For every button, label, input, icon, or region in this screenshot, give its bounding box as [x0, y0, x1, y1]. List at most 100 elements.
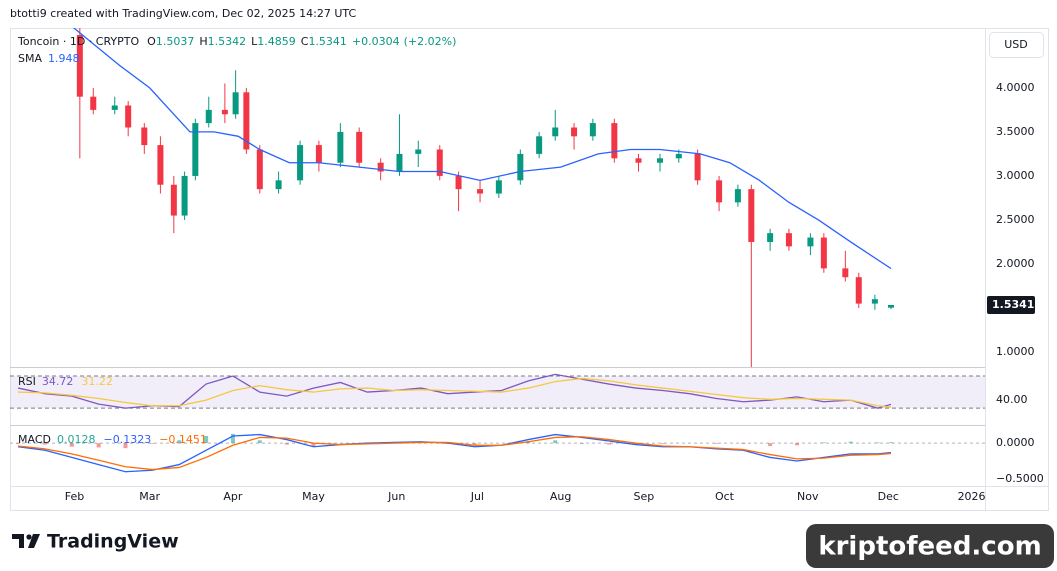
currency-button[interactable]: [989, 32, 1044, 58]
candle-body: [694, 153, 701, 181]
logo-shape: [28, 534, 40, 548]
watermark: kriptofeed.com: [818, 532, 1041, 562]
legend-text: C: [301, 35, 309, 48]
histogram-bar: [606, 443, 611, 445]
y-tick-label: 3.0000: [996, 169, 1035, 182]
legend-text: −0.1323: [103, 433, 151, 446]
histogram-bar: [16, 443, 21, 444]
brand: TradingView: [47, 531, 179, 553]
x-tick-label: Apr: [223, 490, 243, 503]
x-tick-label: Jun: [387, 490, 405, 503]
header-text: btotti9 created with TradingView.com, De…: [10, 7, 356, 20]
candle-body: [396, 153, 403, 172]
histogram-bar: [888, 442, 893, 444]
logo-shape: [12, 534, 24, 548]
legend-text: 1.5342: [208, 35, 247, 48]
legend-text: 1.5037: [156, 35, 195, 48]
candle-body: [181, 175, 188, 216]
histogram-bar: [311, 443, 316, 447]
x-tick-label: Nov: [797, 490, 819, 503]
x-tick-label: Mar: [139, 490, 160, 503]
candle-body: [221, 109, 228, 115]
tradingview-logo: [12, 534, 40, 548]
histogram-bar: [123, 443, 128, 449]
candle-body: [170, 184, 177, 216]
pane: [10, 373, 985, 409]
candle-body: [205, 109, 212, 124]
candle-body: [243, 92, 250, 150]
legend-text: O: [147, 35, 156, 48]
histogram-bar: [768, 443, 773, 446]
legend-text: SMA: [18, 52, 42, 65]
x-tick-label: Aug: [550, 490, 571, 503]
x-tick-label: Feb: [65, 490, 84, 503]
legend-text: 31.22: [81, 375, 113, 388]
y-tick-label: 4.0000: [996, 81, 1035, 94]
x-tick-label: Dec: [878, 490, 899, 503]
candle-body: [455, 175, 462, 190]
legend-text: +0.0304: [352, 35, 400, 48]
y-tick-label: 2.0000: [996, 257, 1035, 270]
histogram-bar: [714, 443, 719, 444]
candle-body: [256, 149, 263, 190]
candle-body: [611, 123, 618, 159]
histogram-bar: [580, 443, 585, 444]
candle-body: [767, 233, 774, 242]
x-tick-label: Oct: [715, 490, 735, 503]
histogram-bar: [875, 442, 880, 444]
histogram-bar: [741, 443, 746, 444]
candle-body: [536, 136, 543, 154]
candle-body: [734, 189, 741, 203]
candle-body: [635, 158, 642, 163]
series-line: [18, 377, 892, 408]
candle-body: [748, 189, 755, 242]
histogram-bar: [472, 443, 477, 445]
chart-frame: [10, 28, 1049, 511]
histogram-bar: [821, 442, 826, 444]
candle-body: [871, 299, 878, 304]
y-tick-label: 40.00: [996, 393, 1028, 406]
candle-body: [675, 153, 682, 159]
candle-body: [315, 145, 322, 163]
candle-body: [337, 131, 344, 163]
candle-body: [477, 189, 484, 194]
x-tick-label: May: [302, 490, 325, 503]
legend-text: MACD: [18, 433, 51, 446]
histogram-bar: [230, 433, 235, 444]
candle-body: [495, 180, 502, 194]
legend-text: −0.1451: [159, 433, 207, 446]
x-tick-label: Sep: [634, 490, 655, 503]
candle-body: [820, 237, 827, 269]
candle-body: [157, 145, 164, 185]
legend-text: L: [251, 35, 258, 48]
candle-body: [657, 158, 663, 163]
candle-body: [111, 105, 118, 110]
histogram-bar: [553, 440, 558, 444]
y-tick-label: −0.5000: [996, 472, 1044, 485]
y-tick-label: 2.5000: [996, 213, 1035, 226]
candle-body: [589, 123, 596, 137]
candle-body: [785, 233, 792, 247]
legend-text: Toncoin · 1D · CRYPTO: [17, 35, 139, 48]
y-tick-label: 0.0000: [996, 436, 1035, 449]
candle-body: [141, 127, 148, 146]
logo-shape: [26, 534, 32, 540]
series-line: [17, 436, 892, 471]
candle-body: [356, 131, 363, 163]
candle-body: [517, 153, 524, 181]
histogram-bar: [177, 440, 182, 444]
candle-body: [275, 180, 282, 190]
legend-text: H: [199, 35, 207, 48]
histogram-bar: [794, 443, 799, 446]
legend-text: 0.0128: [57, 433, 96, 446]
candle-body: [436, 149, 443, 176]
legend-text: 1.5341: [308, 35, 347, 48]
legend-text: (+2.02%): [404, 35, 457, 48]
histogram-bar: [69, 443, 74, 447]
x-tick-label: 2026: [958, 490, 986, 503]
histogram-bar: [660, 443, 665, 444]
series-line: [72, 28, 892, 270]
candle-body: [716, 180, 723, 203]
